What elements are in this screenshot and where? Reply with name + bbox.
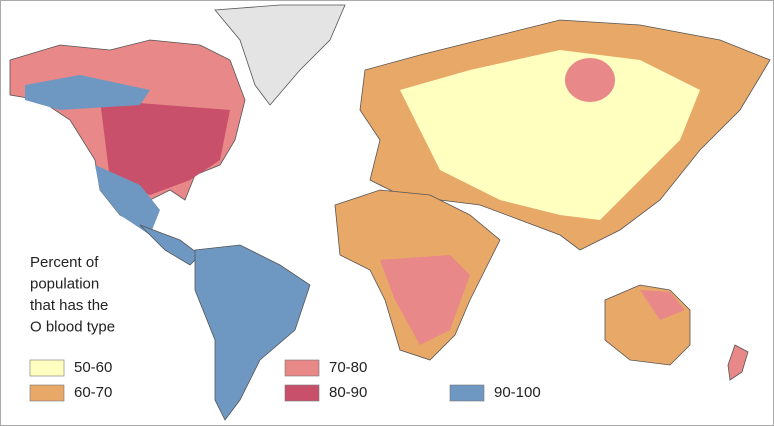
legend-title: that has the [30, 297, 108, 314]
south-america [194, 244, 311, 421]
legend: Percent of population that has the O blood … [29, 254, 541, 402]
region-70-80 [640, 290, 685, 320]
legend-label: 50-60 [74, 359, 112, 376]
legend-swatch [29, 359, 65, 377]
region-80-90 [100, 100, 230, 195]
region-90-100 [95, 165, 160, 235]
greenland [214, 4, 346, 106]
continents [9, 4, 771, 421]
new-zealand [727, 344, 749, 381]
region-70-80 [565, 58, 615, 102]
legend-swatch [449, 384, 485, 402]
legend-label: 70-80 [329, 359, 367, 376]
region-50-60 [400, 50, 700, 220]
region-90-100 [25, 75, 150, 110]
legend-swatch [284, 384, 320, 402]
legend-swatch [29, 384, 65, 402]
legend-label: 90-100 [494, 384, 541, 401]
legend-label: 60-70 [74, 384, 112, 401]
region-70-80 [380, 255, 470, 345]
legend-label: 80-90 [329, 384, 367, 401]
legend-title: O blood type [30, 318, 115, 335]
legend-swatch [284, 359, 320, 377]
legend-title: population [30, 275, 99, 292]
legend-title: Percent of [30, 254, 99, 271]
